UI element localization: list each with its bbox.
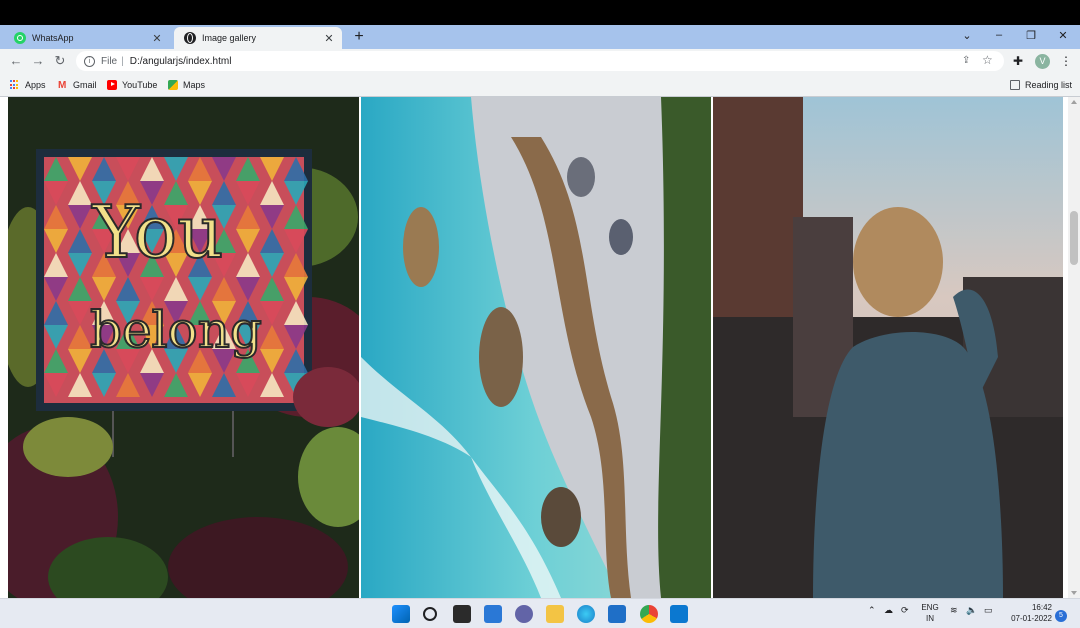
- microsoft-store-icon[interactable]: [608, 605, 626, 623]
- woman-denim-jacket-photo[interactable]: [713, 97, 1064, 598]
- whatsapp-icon: [14, 32, 26, 44]
- battery-icon[interactable]: ▭: [984, 605, 993, 615]
- close-tab-icon[interactable]: ✕: [324, 32, 334, 45]
- screen-top-black-bar: [0, 0, 1080, 25]
- clock-date: 07-01-2022: [1011, 614, 1052, 623]
- vertical-scrollbar[interactable]: [1068, 97, 1080, 598]
- file-explorer-icon[interactable]: [546, 605, 564, 623]
- sign-text-you: You: [92, 190, 224, 274]
- browser-toolbar: ← → ↻ i File | D:/angularjs/index.html ⇪…: [0, 49, 1080, 73]
- tray-chevron-up-icon[interactable]: ⌃: [868, 605, 876, 615]
- scroll-up-arrow-icon[interactable]: [1071, 100, 1077, 104]
- aerial-coastline-photo[interactable]: [360, 97, 712, 598]
- bookmark-maps[interactable]: Maps: [168, 78, 205, 92]
- bookmark-label: YouTube: [122, 80, 158, 90]
- wifi-icon[interactable]: ≋: [950, 605, 958, 615]
- system-clock[interactable]: 16:42 07-01-2022: [1002, 602, 1052, 624]
- info-icon[interactable]: i: [84, 55, 95, 67]
- bookmark-star-icon[interactable]: ☆: [982, 53, 993, 67]
- address-bar[interactable]: i File | D:/angularjs/index.html ⇪ ☆: [76, 51, 1004, 71]
- clock-time: 16:42: [1031, 603, 1052, 612]
- bookmark-apps[interactable]: Apps: [10, 78, 46, 92]
- you-belong-sign-photo[interactable]: You belong: [8, 97, 359, 598]
- bookmark-youtube[interactable]: YouTube: [107, 78, 157, 92]
- bookmark-label: Maps: [183, 80, 206, 90]
- back-arrow-icon[interactable]: ←: [9, 53, 23, 68]
- bookmarks-bar: Apps M Gmail YouTube Maps Reading list: [0, 73, 1080, 97]
- youtube-icon: [107, 80, 117, 90]
- close-tab-icon[interactable]: ✕: [152, 32, 162, 45]
- chat-teams-icon[interactable]: [515, 605, 533, 623]
- close-window-button[interactable]: ✕: [1058, 30, 1068, 42]
- restore-button[interactable]: ❐: [1026, 30, 1036, 42]
- profile-avatar[interactable]: V: [1035, 54, 1050, 69]
- vscode-icon[interactable]: [670, 605, 688, 623]
- url-text[interactable]: D:/angularjs/index.html: [129, 55, 232, 67]
- language-indicator[interactable]: ENG IN: [918, 602, 942, 624]
- task-view-icon[interactable]: [453, 605, 471, 623]
- new-tab-button[interactable]: +: [354, 28, 364, 45]
- tab-image-gallery[interactable]: Image gallery ✕: [174, 27, 342, 49]
- sign-text-belong: belong: [90, 301, 262, 359]
- tab-title: WhatsApp: [32, 33, 74, 43]
- tab-search-chevron-icon[interactable]: ⌄: [962, 30, 972, 42]
- scroll-down-arrow-icon[interactable]: [1071, 591, 1077, 595]
- windows-taskbar: ⌃ ☁ ⟳ ENG IN ≋ 🔈 ▭ 16:42 07-01-2022 5: [0, 598, 1080, 628]
- browser-chrome: WhatsApp ✕ Image gallery ✕ + ⌄ – ❐ ✕ ← →…: [0, 25, 1080, 97]
- gmail-icon: M: [58, 80, 67, 91]
- lang-region: IN: [926, 614, 934, 623]
- notification-badge[interactable]: 5: [1055, 610, 1067, 622]
- bookmark-label: Apps: [25, 80, 46, 90]
- globe-icon: [184, 32, 196, 44]
- url-separator: |: [121, 55, 124, 67]
- forward-arrow-icon[interactable]: →: [31, 53, 45, 68]
- tab-whatsapp[interactable]: WhatsApp ✕: [4, 27, 170, 49]
- reading-list-button[interactable]: Reading list: [1010, 78, 1072, 92]
- minimize-button[interactable]: –: [995, 29, 1003, 41]
- cloud-icon[interactable]: ☁: [884, 605, 893, 615]
- image-gallery: You belong: [8, 97, 1064, 598]
- bookmark-gmail[interactable]: M Gmail: [58, 78, 97, 92]
- tab-title: Image gallery: [202, 33, 257, 43]
- menu-kebab-icon[interactable]: ⋮: [1060, 54, 1072, 68]
- tab-strip: WhatsApp ✕ Image gallery ✕ + ⌄ – ❐ ✕: [0, 25, 1080, 49]
- extensions-puzzle-icon[interactable]: ✚: [1013, 54, 1024, 68]
- reading-list-label: Reading list: [1025, 80, 1073, 90]
- start-windows-icon[interactable]: [392, 605, 410, 623]
- url-scheme: File: [101, 55, 118, 67]
- maps-icon: [168, 80, 178, 90]
- lang-code: ENG: [921, 603, 939, 612]
- share-icon[interactable]: ⇪: [962, 55, 971, 66]
- volume-icon[interactable]: 🔈: [966, 605, 978, 615]
- apps-grid-icon: [10, 80, 20, 90]
- widgets-icon[interactable]: [484, 605, 502, 623]
- search-icon[interactable]: [423, 607, 437, 621]
- reading-list-icon: [1010, 80, 1020, 90]
- scrollbar-thumb[interactable]: [1070, 211, 1078, 265]
- chrome-icon[interactable]: [640, 605, 658, 623]
- reload-icon[interactable]: ↻: [54, 53, 66, 68]
- edge-browser-icon[interactable]: [577, 605, 595, 623]
- sync-icon[interactable]: ⟳: [901, 605, 909, 615]
- bookmark-label: Gmail: [73, 80, 97, 90]
- page-content: You belong: [0, 97, 1080, 598]
